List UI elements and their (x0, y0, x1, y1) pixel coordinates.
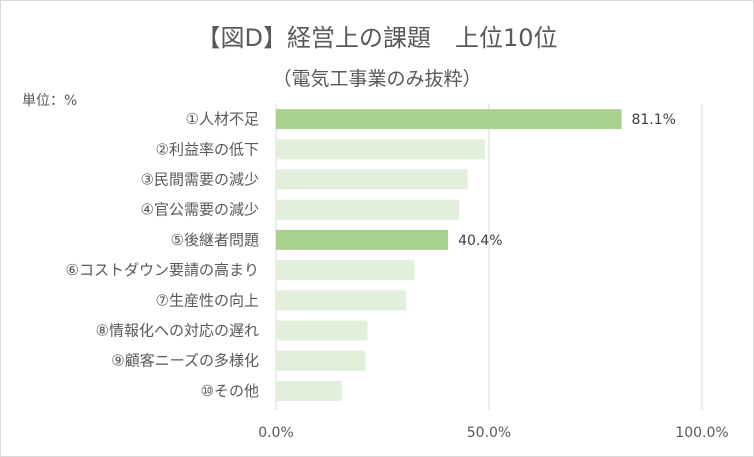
category-label: ④官公需要の減少 (141, 201, 259, 219)
data-label: 40.4% (458, 233, 502, 249)
chart-title: 【図D】経営上の課題 上位10位 (196, 24, 558, 52)
x-tick-label: 50.0% (467, 425, 511, 441)
category-label: ⑧情報化への対応の遅れ (96, 322, 259, 340)
bar (276, 380, 343, 401)
x-tick-label: 0.0% (258, 425, 294, 441)
bar (276, 109, 622, 130)
category-label: ⑥コストダウン要請の高まり (66, 261, 259, 279)
bar (276, 229, 449, 250)
bar (276, 320, 368, 341)
category-label: ⑦生産性の向上 (156, 291, 259, 309)
bar (276, 169, 468, 190)
bar (276, 290, 406, 311)
category-label: ⑨顧客ニーズの多様化 (111, 352, 259, 370)
category-label: ①人材不足 (186, 110, 259, 128)
bar (276, 350, 366, 371)
unit-label: 単位：% (22, 93, 78, 109)
bar (276, 139, 485, 160)
data-label: 81.1% (631, 112, 675, 128)
category-label: ⑤後継者問題 (171, 231, 259, 249)
category-label: ⑩その他 (201, 382, 259, 400)
category-label: ②利益率の低下 (156, 140, 259, 158)
bar (276, 199, 460, 220)
category-label: ③民間需要の減少 (141, 171, 259, 189)
chart-subtitle: （電気工事業のみ抜粋） (272, 68, 482, 90)
bar (276, 260, 415, 281)
x-tick-label: 100.0% (675, 425, 728, 441)
